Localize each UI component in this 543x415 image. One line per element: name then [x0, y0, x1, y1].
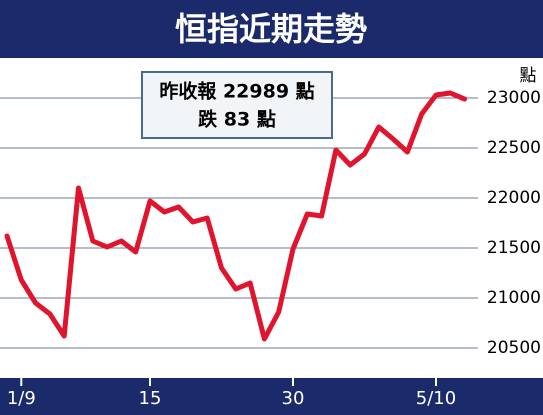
- y-tick-label: 23000: [487, 88, 541, 108]
- y-tick-label: 21000: [487, 288, 541, 308]
- x-axis-band: [0, 378, 543, 415]
- annotation-box: [141, 71, 333, 139]
- annotation: 昨收報 22989 點: [159, 80, 314, 103]
- x-tick-label: 15: [139, 388, 162, 409]
- y-axis-label: 點: [520, 66, 537, 86]
- x-tick-label: 5/10: [416, 388, 456, 409]
- x-tick-label: 30: [282, 388, 305, 409]
- annotation: 跌 83 點: [198, 108, 276, 131]
- chart-title: 恒指近期走勢: [175, 10, 367, 48]
- title-banner: [0, 0, 543, 58]
- y-tick-label: 21500: [487, 238, 541, 258]
- y-tick-label: 20500: [487, 338, 541, 358]
- line: [4, 90, 468, 342]
- y-tick-label: 22000: [487, 188, 541, 208]
- y-tick-label: 22500: [487, 138, 541, 158]
- x-tick-label: 1/9: [7, 388, 36, 409]
